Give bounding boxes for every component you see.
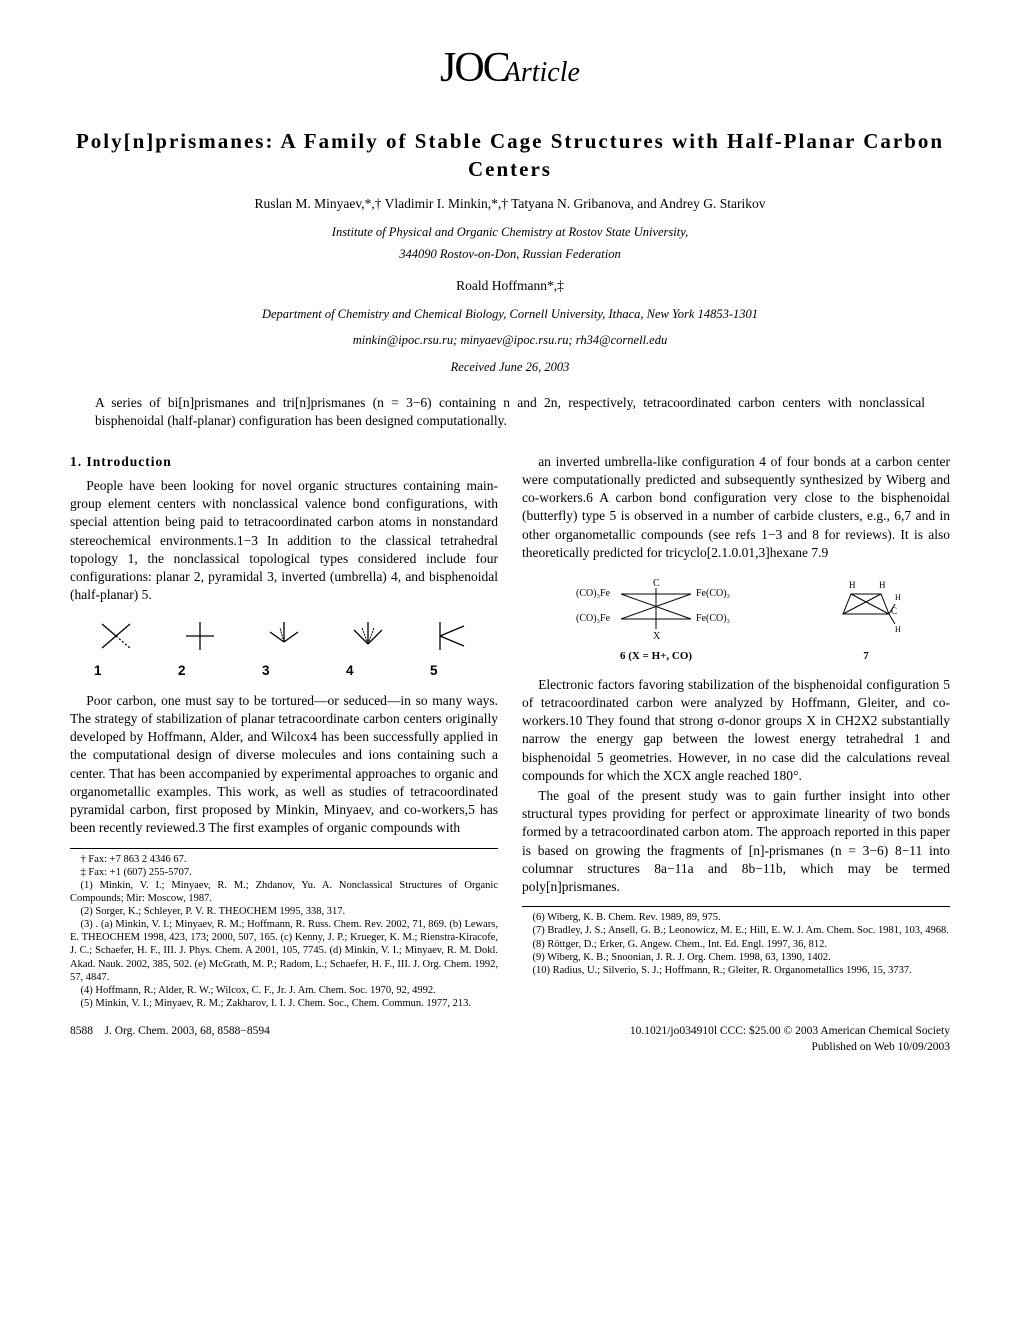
footnote-10: (10) Radius, U.; Silverio, S. J.; Hoffma… — [522, 964, 950, 977]
doi-copyright: 10.1021/jo034910l CCC: $25.00 © 2003 Ame… — [630, 1024, 950, 1040]
abstract-text: A series of bi[n]prismanes and tri[n]pri… — [95, 394, 925, 430]
logo-joc: JOC — [440, 45, 509, 91]
text-feco3-1: Fe(CO)₃ — [696, 588, 730, 599]
svg-text:H: H — [895, 593, 901, 602]
footnote-ddagger: ‡ Fax: +1 (607) 255-5707. — [70, 866, 498, 879]
affiliation-1a: Institute of Physical and Organic Chemis… — [70, 224, 950, 241]
authors-primary: Ruslan M. Minyaev,*,† Vladimir I. Minkin… — [70, 195, 950, 213]
journal-logo: JOCArticle — [70, 40, 950, 97]
journal-citation: J. Org. Chem. 2003, 68, 8588−8594 — [105, 1025, 270, 1037]
footnote-dagger: † Fax: +7 863 2 4346 67. — [70, 853, 498, 866]
intro-p1: People have been looking for novel organ… — [70, 477, 498, 605]
label-7: 7 — [831, 649, 901, 664]
diagram-1-5: 1 2 3 4 5 — [74, 616, 494, 679]
label-1: 1 — [94, 662, 138, 680]
pub-date: Published on Web 10/09/2003 — [630, 1040, 950, 1056]
intro-p2: Poor carbon, one must say to be tortured… — [70, 692, 498, 838]
structure-1: 1 — [94, 616, 138, 679]
structure-6: (CO)₃Fe Fe(CO)₃ (CO)₃Fe Fe(CO)₃ C X 6 (X… — [571, 574, 741, 664]
text-feco3-2: Fe(CO)₃ — [696, 613, 730, 624]
footnote-5: (5) Minkin, V. I.; Minyaev, R. M.; Zakha… — [70, 997, 498, 1010]
right-p2: Electronic factors favoring stabilizatio… — [522, 676, 950, 785]
section-1-heading: 1. Introduction — [70, 453, 498, 471]
label-5: 5 — [430, 662, 474, 680]
structure-3: 3 — [262, 616, 306, 679]
text-co3fe-2: (CO)₃Fe — [576, 613, 611, 624]
footnote-9: (9) Wiberg, K. B.; Snoonian, J. R. J. Or… — [522, 951, 950, 964]
author-emails: minkin@ipoc.rsu.ru; minyaev@ipoc.rsu.ru;… — [70, 332, 950, 349]
svg-text:X: X — [653, 631, 661, 642]
authors-secondary: Roald Hoffmann*,‡ — [70, 277, 950, 295]
body-columns: 1. Introduction People have been looking… — [70, 453, 950, 1010]
right-p3: The goal of the present study was to gai… — [522, 787, 950, 896]
footnote-8: (8) Röttger, D.; Erker, G. Angew. Chem.,… — [522, 938, 950, 951]
label-3: 3 — [262, 662, 306, 680]
footnote-4: (4) Hoffmann, R.; Alder, R. W.; Wilcox, … — [70, 984, 498, 997]
footnote-7: (7) Bradley, J. S.; Ansell, G. B.; Leono… — [522, 924, 950, 937]
label-4: 4 — [346, 662, 390, 680]
footnote-2: (2) Sorger, K.; Schleyer, P. V. R. THEOC… — [70, 905, 498, 918]
page-footer: 8588 J. Org. Chem. 2003, 68, 8588−8594 1… — [70, 1024, 950, 1055]
affiliation-2: Department of Chemistry and Chemical Bio… — [70, 306, 950, 323]
label-6: 6 (X = H+, CO) — [571, 649, 741, 664]
right-column: an inverted umbrella-like configuration … — [522, 453, 950, 1010]
footnote-3: (3) . (a) Minkin, V. I.; Minyaev, R. M.;… — [70, 918, 498, 984]
structure-4: 4 — [346, 616, 390, 679]
footer-left: 8588 J. Org. Chem. 2003, 68, 8588−8594 — [70, 1024, 270, 1055]
footnotes-right: (6) Wiberg, K. B. Chem. Rev. 1989, 89, 9… — [522, 906, 950, 977]
svg-text:C: C — [653, 578, 660, 589]
article-title: Poly[n]prismanes: A Family of Stable Cag… — [70, 127, 950, 184]
received-date: Received June 26, 2003 — [70, 359, 950, 376]
svg-text:C: C — [891, 606, 897, 616]
footnotes-left: † Fax: +7 863 2 4346 67. ‡ Fax: +1 (607)… — [70, 848, 498, 1011]
structure-7: H H C H H 7 — [831, 574, 901, 664]
svg-text:H: H — [895, 625, 901, 634]
affiliation-1b: 344090 Rostov-on-Don, Russian Federation — [70, 246, 950, 263]
left-column: 1. Introduction People have been looking… — [70, 453, 498, 1010]
footnote-1: (1) Minkin, V. I.; Minyaev, R. M.; Zhdan… — [70, 879, 498, 905]
page-number: 8588 — [70, 1025, 93, 1037]
svg-text:H: H — [849, 580, 856, 590]
text-co3fe-1: (CO)₃Fe — [576, 588, 611, 599]
footer-right: 10.1021/jo034910l CCC: $25.00 © 2003 Ame… — [630, 1024, 950, 1055]
footnote-6: (6) Wiberg, K. B. Chem. Rev. 1989, 89, 9… — [522, 911, 950, 924]
structure-5: 5 — [430, 616, 474, 679]
structure-2: 2 — [178, 616, 222, 679]
right-p1: an inverted umbrella-like configuration … — [522, 453, 950, 562]
logo-article: Article — [504, 57, 580, 88]
label-2: 2 — [178, 662, 222, 680]
svg-text:H: H — [879, 580, 886, 590]
diagram-6-7: (CO)₃Fe Fe(CO)₃ (CO)₃Fe Fe(CO)₃ C X 6 (X… — [526, 574, 946, 664]
